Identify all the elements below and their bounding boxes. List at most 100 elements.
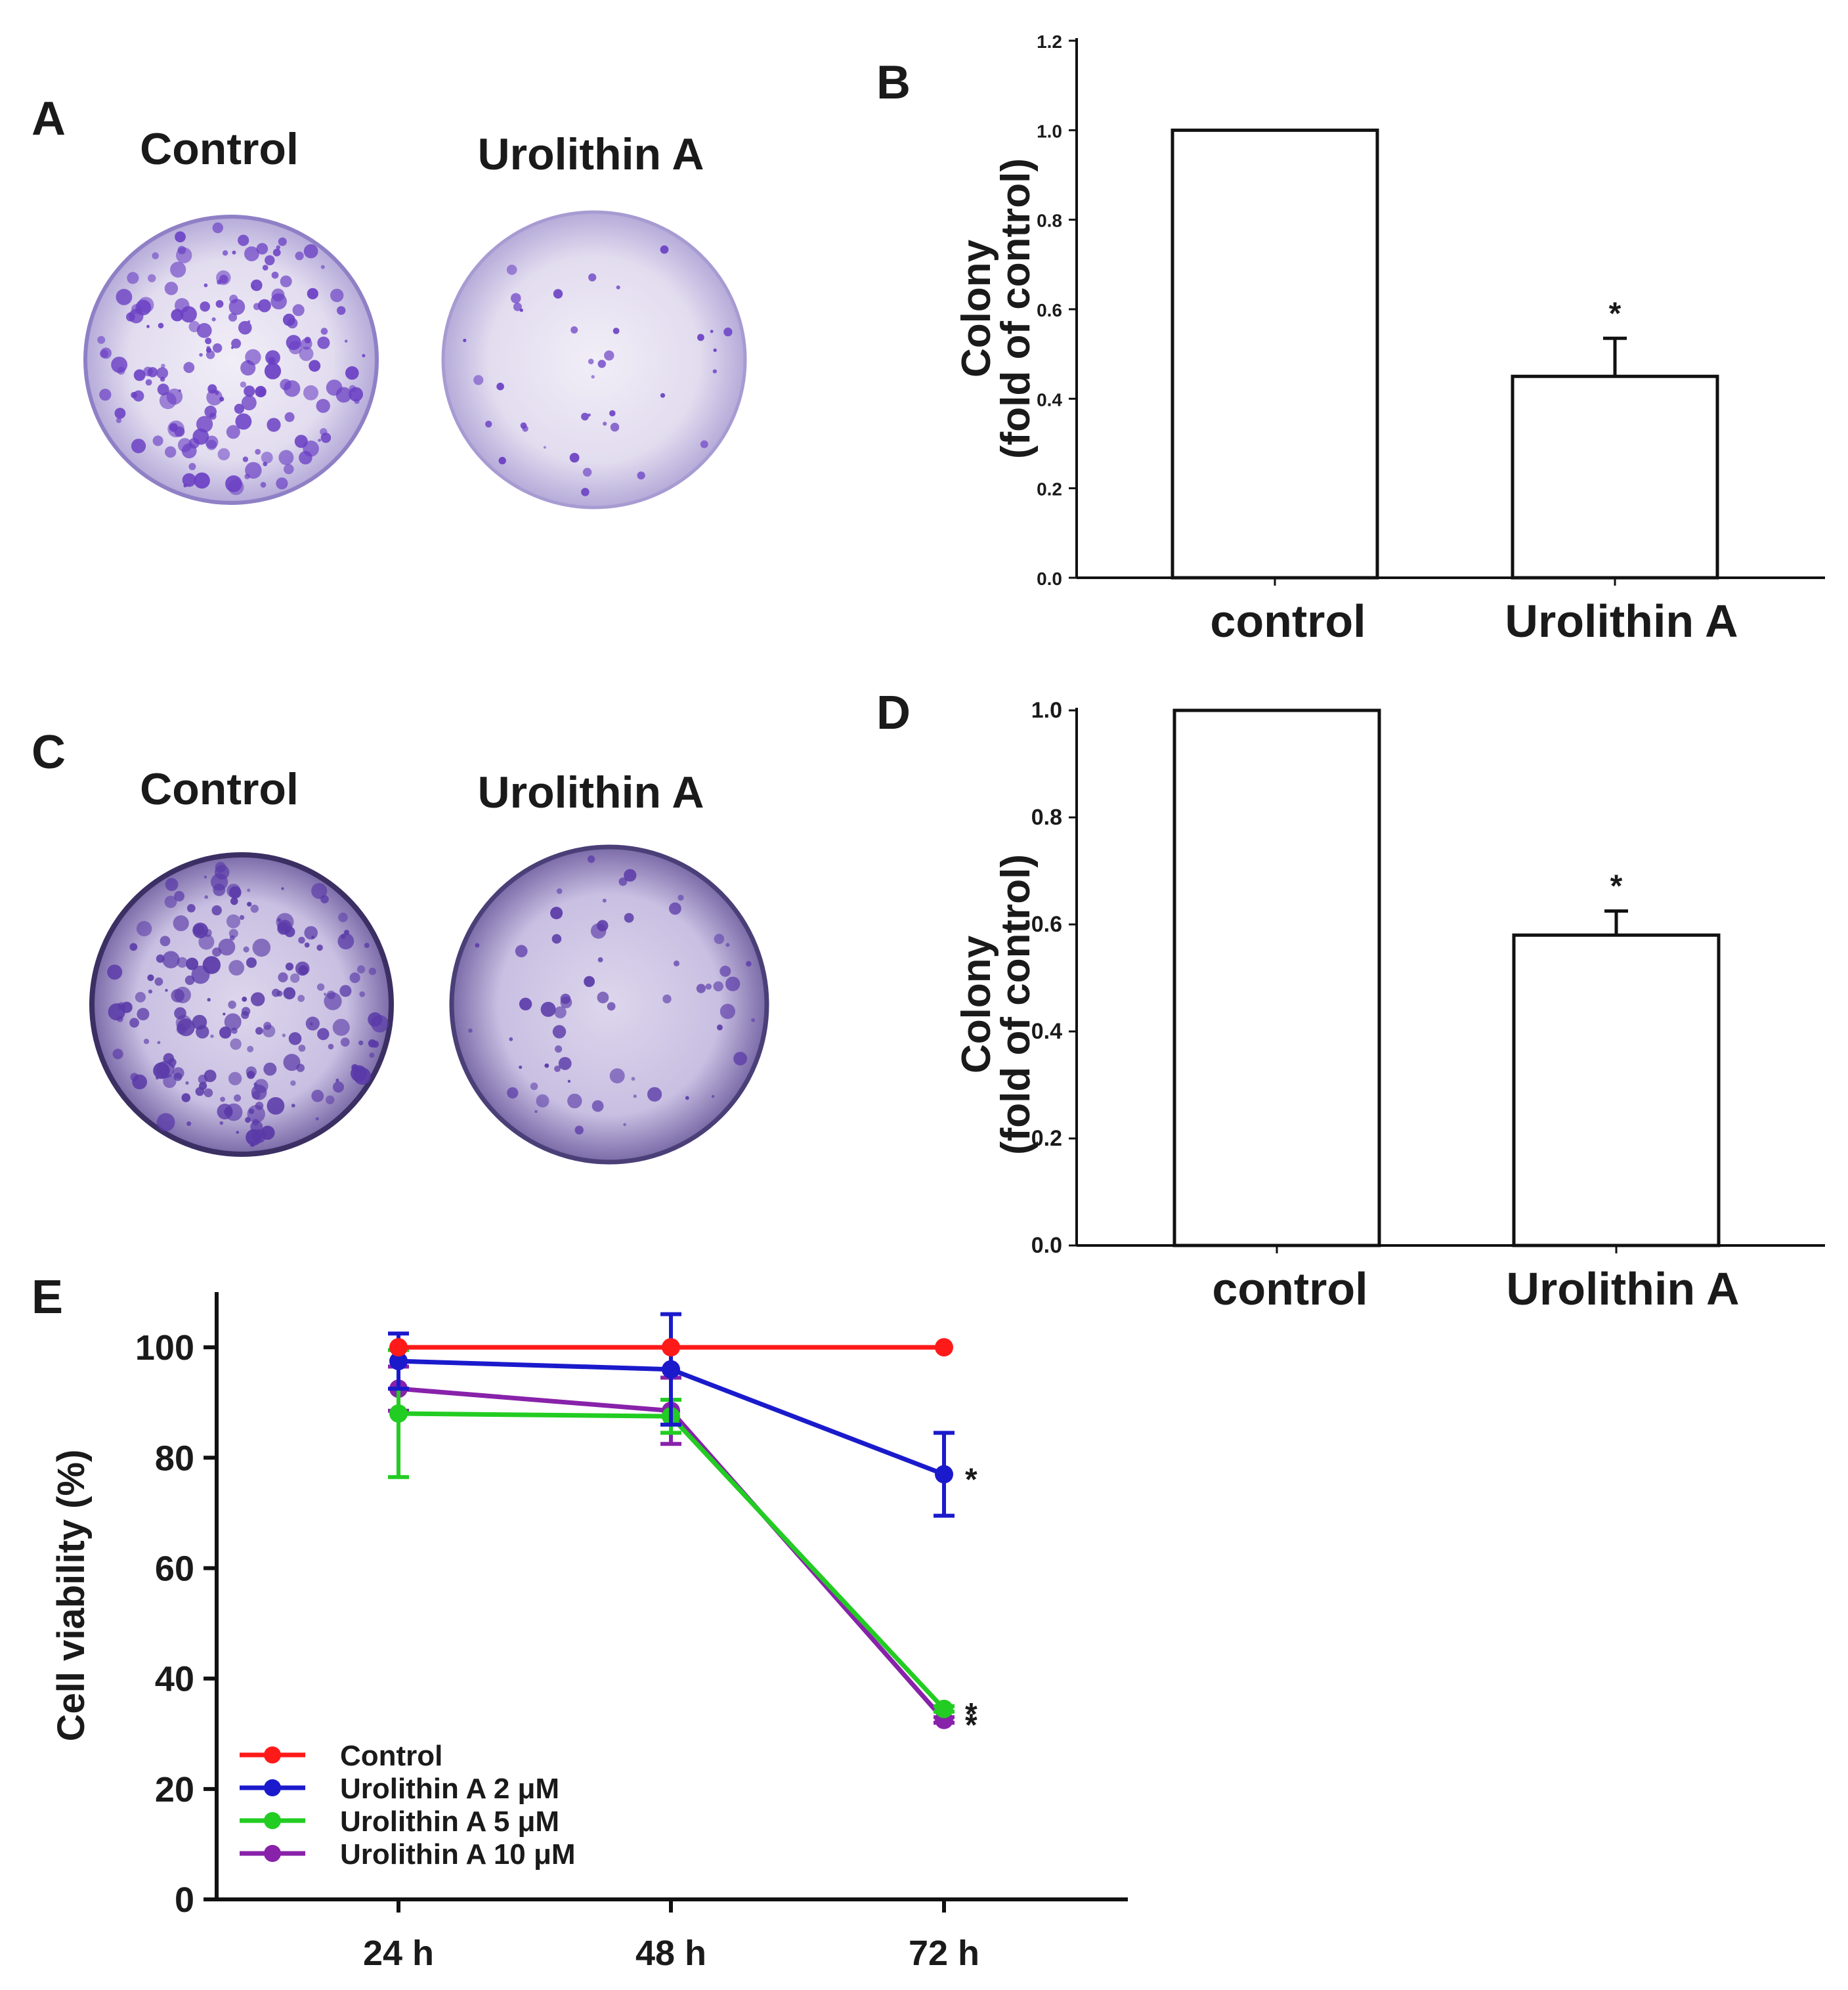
series-3: *: [388, 1364, 978, 1743]
colony-dot: [369, 1052, 375, 1058]
photo-title-urolithin-c: Urolithin A: [478, 768, 704, 817]
colony-dot: [298, 936, 305, 944]
colony-dot: [713, 348, 717, 353]
colony-dot: [697, 334, 704, 341]
data-point: [935, 1338, 953, 1357]
colony-dot: [235, 413, 252, 430]
colony-dot: [286, 335, 301, 351]
colony-dot: [339, 985, 352, 997]
colony-dot: [193, 924, 205, 936]
colony-dot: [156, 1113, 175, 1132]
colony-dot: [288, 1032, 302, 1045]
y-tick-label: 0.2: [1031, 1126, 1062, 1151]
colony-dot: [152, 435, 163, 446]
colony-dot: [468, 1028, 473, 1033]
colony-dot: [609, 1068, 625, 1084]
y-tick-label: 60: [155, 1549, 194, 1588]
colony-dot: [317, 1027, 330, 1041]
colony-dot: [710, 330, 714, 334]
colony-dot: [116, 1016, 123, 1022]
colony-dot: [255, 1027, 263, 1035]
colony-dot: [294, 435, 308, 448]
y-tick-label: 100: [135, 1328, 194, 1368]
colony-dot: [591, 375, 595, 379]
colony-dot: [733, 1052, 747, 1066]
colony-dot: [335, 387, 352, 403]
colony-dot: [143, 1039, 150, 1045]
data-point: [389, 1352, 408, 1371]
panel-letter-b: B: [876, 56, 911, 109]
colony-dot: [224, 1013, 242, 1031]
colony-dot: [298, 1045, 306, 1052]
colony-dot: [217, 448, 230, 461]
colony-dot: [372, 1041, 379, 1048]
colony-dot: [324, 992, 342, 1010]
colony-dot: [723, 327, 733, 337]
colony-dot: [551, 934, 562, 944]
colony-dot: [315, 1117, 319, 1121]
colony-dot: [590, 923, 607, 939]
colony-dot: [716, 1024, 723, 1031]
colony-dot: [234, 1094, 242, 1102]
y-tick-label: 0.4: [1037, 389, 1062, 410]
chart-d-y-axis-label: Colony (fold of control): [954, 854, 1039, 1155]
colony-dot: [278, 237, 287, 246]
colony-dot: [556, 888, 563, 894]
series-0: [389, 1338, 953, 1357]
colony-dot: [170, 261, 186, 278]
colony-dot: [165, 989, 168, 992]
colony-dot: [364, 942, 370, 948]
colony-dot: [295, 961, 310, 976]
colony-dot: [267, 418, 281, 432]
colony-dot: [219, 1121, 224, 1125]
colony-dot: [257, 299, 271, 313]
chart-b-plot: 0.0 0.2 0.4 0.6 0.8 1.0 1.2 control * Urolithin A: [1037, 32, 1825, 647]
colony-dot: [249, 1141, 255, 1147]
colony-dot: [463, 338, 467, 343]
colony-dot: [597, 991, 609, 1004]
colony-dot: [244, 385, 255, 397]
colony-dot: [685, 1096, 689, 1100]
colony-dot: [473, 375, 484, 385]
colony-dot: [171, 309, 184, 322]
colony-dot: [133, 390, 144, 402]
colony-dot: [215, 300, 224, 308]
colony-dot: [261, 451, 273, 464]
panel-letter-e: E: [32, 1271, 63, 1324]
colony-dot: [247, 901, 252, 907]
y-tick-label: 0.0: [1037, 569, 1062, 589]
colony-dot: [317, 336, 330, 349]
colony-dot: [241, 1006, 251, 1016]
x-category-label: Urolithin A: [1505, 595, 1738, 647]
colony-dot: [196, 416, 213, 433]
colony-dot: [230, 897, 238, 905]
colony-dot: [195, 1087, 205, 1096]
colony-dot: [263, 1022, 272, 1030]
colony-dot: [242, 456, 249, 462]
colony-dot: [281, 887, 284, 890]
colony-dot: [236, 1131, 239, 1134]
colony-dot: [114, 408, 126, 419]
colony-dot: [228, 313, 238, 322]
colony-dot: [250, 904, 259, 913]
colony-dot: [584, 976, 595, 987]
colony-dot: [245, 1117, 251, 1123]
significance-marker: *: [1610, 869, 1623, 904]
colony-dot: [171, 989, 185, 1003]
chart-b: B Colony (fold of control) 0.00.20.40.60…: [876, 32, 1825, 647]
colony-dot: [173, 915, 189, 932]
colony-dot: [215, 391, 219, 395]
colony-dot: [612, 328, 620, 334]
colony-dot: [252, 938, 271, 957]
colony-dot: [603, 422, 607, 426]
colony-dot: [588, 413, 591, 417]
panel-letter-a: A: [32, 93, 66, 145]
colony-dot: [276, 245, 280, 249]
colony-dot: [287, 318, 298, 329]
colony-dot: [316, 944, 323, 951]
colony-dot: [631, 1077, 635, 1081]
colony-dot: [304, 926, 318, 940]
y-tick-label: 0.0: [1031, 1233, 1062, 1258]
colonies-control-a: [97, 222, 366, 495]
colony-dot: [323, 993, 327, 996]
